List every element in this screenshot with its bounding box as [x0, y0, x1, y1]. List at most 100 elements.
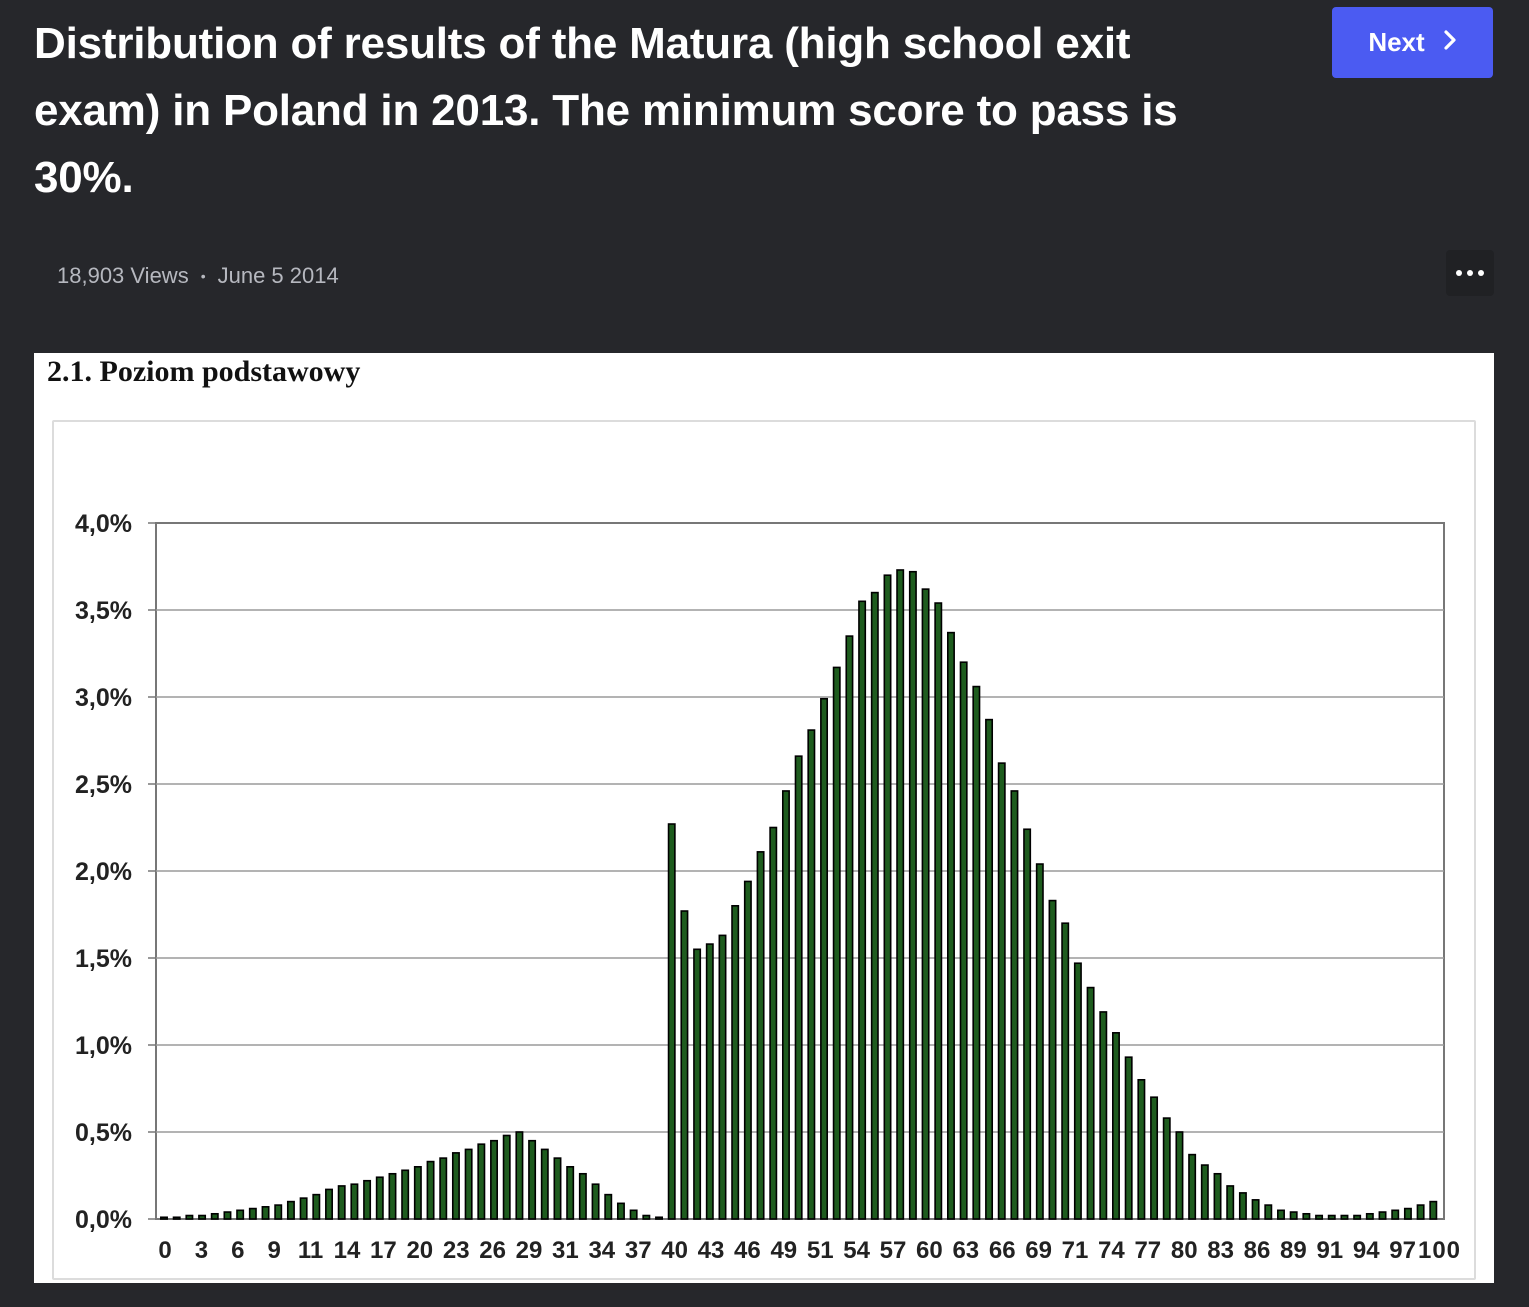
bar	[743, 880, 752, 1220]
bar	[299, 1197, 308, 1220]
bar	[1251, 1199, 1260, 1220]
post-title: Distribution of results of the Matura (h…	[34, 19, 1178, 202]
bar	[642, 1214, 651, 1220]
bar	[1010, 790, 1019, 1220]
x-tick-label: 23	[443, 1237, 470, 1264]
bar	[1302, 1212, 1311, 1220]
bar	[731, 904, 740, 1220]
bar	[464, 1148, 473, 1220]
bar	[388, 1172, 397, 1220]
x-tick-label: 6	[231, 1237, 244, 1264]
x-tick-label: 34	[588, 1237, 615, 1264]
meta-separator: •	[200, 268, 206, 284]
bar	[261, 1206, 270, 1220]
bar	[616, 1202, 625, 1220]
bar	[1429, 1200, 1438, 1220]
bar	[1238, 1192, 1247, 1220]
bar	[1353, 1214, 1362, 1220]
bar	[921, 588, 930, 1220]
bar	[1175, 1131, 1184, 1220]
bar	[553, 1157, 562, 1220]
bar	[845, 635, 854, 1220]
bar	[1378, 1211, 1387, 1220]
bar	[274, 1204, 283, 1220]
bar	[578, 1172, 587, 1220]
bar	[1124, 1056, 1133, 1220]
bar	[1188, 1153, 1197, 1220]
bar	[426, 1160, 435, 1220]
bar	[185, 1214, 194, 1220]
bar	[1162, 1117, 1171, 1220]
x-tick-label: 69	[1025, 1237, 1052, 1264]
x-tick-label: 0	[158, 1237, 171, 1264]
x-tick-label: 54	[843, 1237, 870, 1264]
x-tick-label: 17	[370, 1237, 397, 1264]
bar	[401, 1169, 410, 1220]
bar	[604, 1193, 613, 1220]
bar	[667, 823, 676, 1220]
next-button[interactable]: Next	[1332, 7, 1493, 78]
x-tick-label: 74	[1098, 1237, 1125, 1264]
bar	[655, 1216, 664, 1220]
x-tick-label: 3	[195, 1237, 208, 1264]
bar	[1137, 1078, 1146, 1220]
bar	[680, 910, 689, 1220]
more-options-button[interactable]	[1446, 250, 1494, 296]
x-tick-label: 94	[1353, 1237, 1380, 1264]
bar	[1213, 1172, 1222, 1220]
bar	[1073, 962, 1082, 1220]
bar	[363, 1179, 372, 1220]
post-date: June 5 2014	[217, 263, 339, 288]
bar	[1150, 1096, 1159, 1220]
bar	[477, 1143, 486, 1220]
bar	[934, 602, 943, 1220]
bar	[248, 1207, 257, 1220]
bar	[756, 851, 765, 1220]
x-tick-label: 14	[334, 1237, 361, 1264]
bar	[883, 574, 892, 1220]
x-tick-label: 57	[880, 1237, 907, 1264]
x-tick-label: 83	[1207, 1237, 1234, 1264]
x-tick-label: 89	[1280, 1237, 1307, 1264]
bar	[375, 1176, 384, 1220]
y-tick-label: 3,0%	[75, 684, 132, 712]
x-tick-label: 20	[406, 1237, 433, 1264]
bar	[325, 1188, 333, 1220]
bar	[312, 1193, 321, 1220]
y-tick-label: 1,0%	[75, 1032, 132, 1060]
x-tick-label: 71	[1062, 1237, 1089, 1264]
x-tick-label: 60	[916, 1237, 943, 1264]
bar	[1264, 1204, 1273, 1220]
y-tick-label: 4,0%	[75, 510, 132, 538]
y-tick-label: 1,5%	[75, 945, 132, 973]
bar	[540, 1148, 549, 1220]
bar	[1099, 1011, 1108, 1220]
bar	[439, 1157, 448, 1220]
bar	[1023, 828, 1032, 1220]
bar	[705, 943, 714, 1220]
bar	[413, 1165, 422, 1220]
x-tick-label: 80	[1171, 1237, 1198, 1264]
bar	[1365, 1212, 1374, 1220]
bar	[908, 570, 917, 1220]
bar	[997, 762, 1006, 1220]
y-tick-label: 0,5%	[75, 1119, 132, 1147]
bar	[1289, 1211, 1298, 1220]
bar	[223, 1211, 232, 1220]
bar	[1112, 1032, 1120, 1220]
bar	[769, 826, 778, 1220]
bar	[693, 948, 702, 1220]
bar	[1035, 863, 1044, 1220]
x-tick-label: 31	[552, 1237, 579, 1264]
x-tick-label: 29	[516, 1237, 543, 1264]
y-tick-label: 3,5%	[75, 597, 132, 625]
chart-frame	[52, 420, 1476, 1280]
bar	[1340, 1214, 1349, 1220]
x-tick-label: 9	[268, 1237, 281, 1264]
bar	[718, 934, 727, 1220]
x-tick-label: 100	[1418, 1237, 1460, 1264]
bar	[1200, 1164, 1209, 1220]
bar	[959, 661, 968, 1220]
bar	[1403, 1207, 1412, 1220]
x-tick-label: 49	[770, 1237, 797, 1264]
